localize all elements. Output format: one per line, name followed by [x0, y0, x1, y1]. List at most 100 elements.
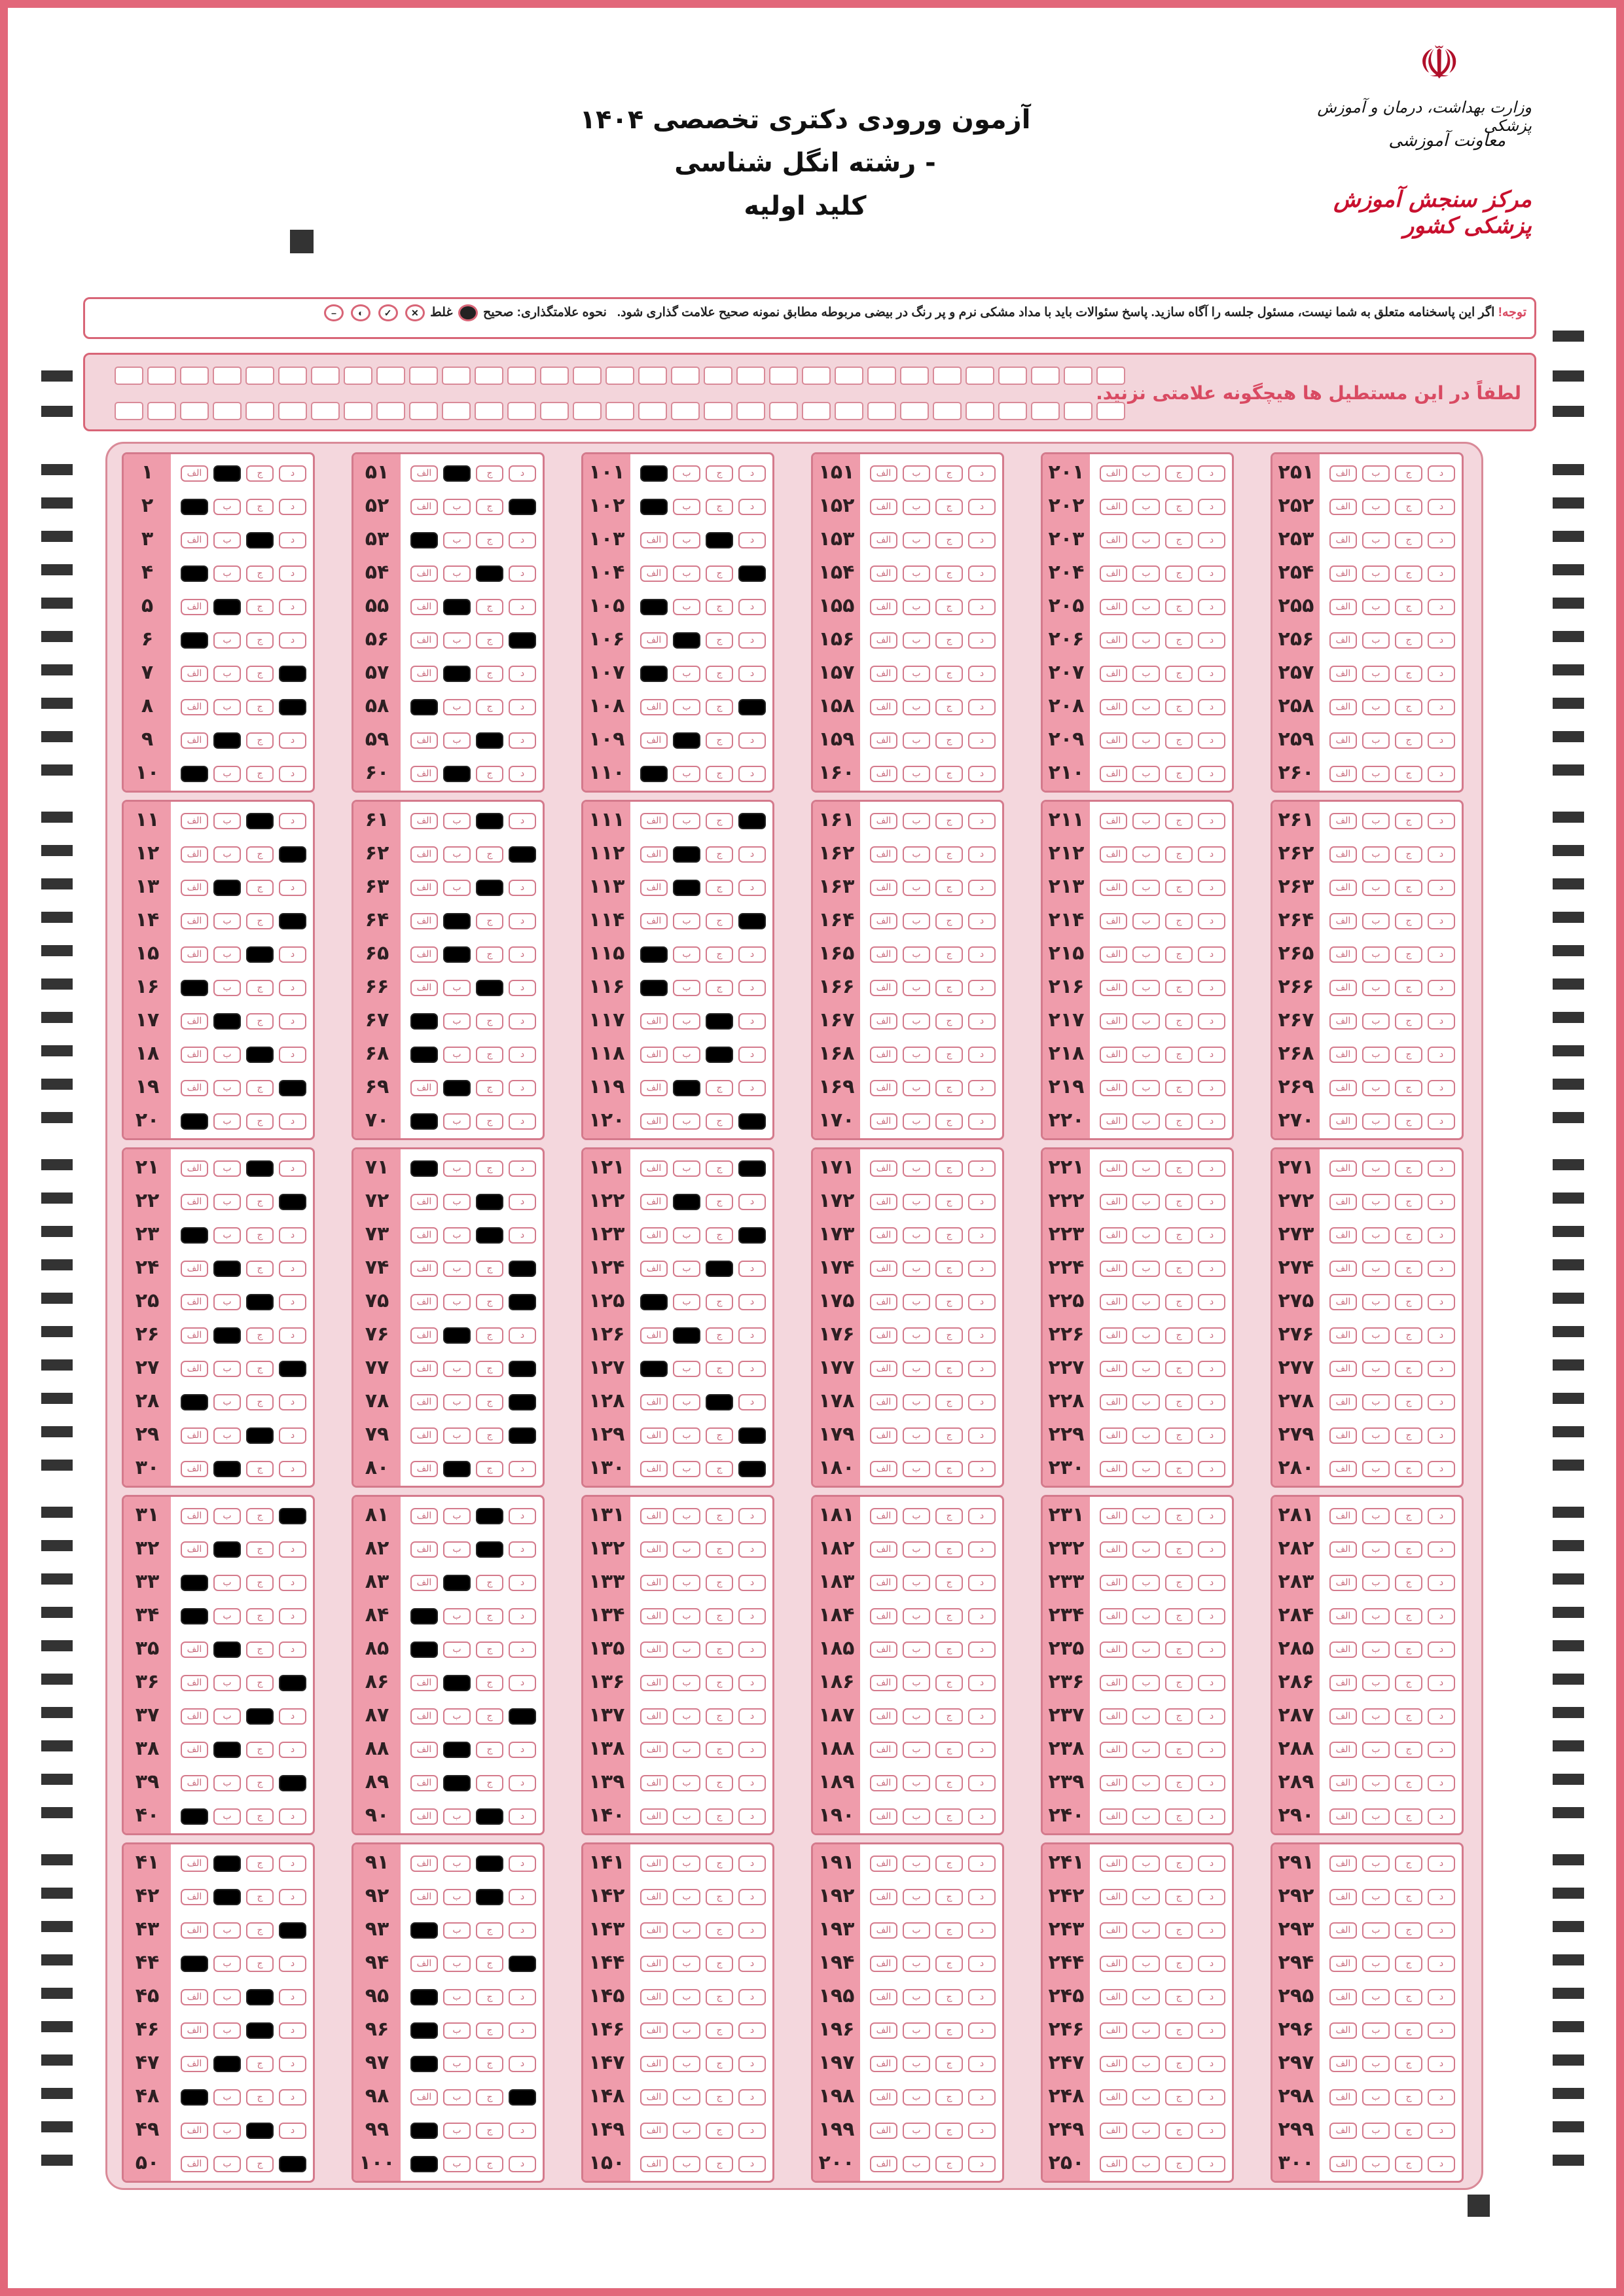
answer-bubble[interactable]: ب	[443, 1575, 471, 1591]
answer-bubble[interactable]: الف	[1100, 1608, 1127, 1624]
answer-bubble[interactable]: ب	[1362, 1856, 1390, 1872]
answer-bubble[interactable]: د	[738, 1808, 766, 1825]
answer-bubble[interactable]: د	[279, 1394, 306, 1410]
answer-bubble[interactable]: الف	[1329, 1361, 1357, 1377]
answer-bubble[interactable]: ج	[476, 1194, 503, 1210]
answer-bubble[interactable]: د	[509, 599, 536, 615]
answer-bubble[interactable]: الف	[1329, 632, 1357, 649]
answer-bubble[interactable]: ج	[1165, 1856, 1193, 1872]
answer-bubble[interactable]: ج	[476, 813, 503, 829]
answer-bubble[interactable]: الف	[1329, 565, 1357, 582]
answer-bubble[interactable]: ج	[935, 666, 963, 682]
answer-bubble[interactable]: ج	[706, 1427, 733, 1444]
answer-bubble[interactable]: الف	[870, 766, 897, 782]
answer-bubble[interactable]: ج	[706, 813, 733, 829]
answer-bubble[interactable]: د	[1428, 880, 1455, 896]
answer-bubble[interactable]: الف	[1329, 699, 1357, 715]
answer-bubble[interactable]: ب	[1362, 946, 1390, 963]
answer-bubble[interactable]: ب	[213, 1160, 241, 1177]
answer-bubble[interactable]: د	[968, 980, 996, 996]
answer-bubble[interactable]: ب	[1132, 1641, 1160, 1658]
answer-bubble[interactable]: ج	[246, 532, 274, 548]
answer-bubble[interactable]: د	[509, 499, 536, 515]
answer-bubble[interactable]: الف	[870, 732, 897, 749]
answer-bubble[interactable]: ج	[935, 565, 963, 582]
answer-bubble[interactable]: الف	[640, 732, 668, 749]
answer-bubble[interactable]: الف	[1100, 1047, 1127, 1063]
answer-bubble[interactable]: ج	[935, 1541, 963, 1558]
answer-bubble[interactable]: ج	[935, 1394, 963, 1410]
answer-bubble[interactable]: ب	[213, 1261, 241, 1277]
answer-bubble[interactable]: د	[1428, 1575, 1455, 1591]
answer-bubble[interactable]: د	[279, 1541, 306, 1558]
answer-bubble[interactable]: ج	[476, 465, 503, 482]
answer-bubble[interactable]: ج	[1395, 1361, 1422, 1377]
answer-bubble[interactable]: د	[1198, 1394, 1225, 1410]
answer-bubble[interactable]: الف	[181, 1508, 208, 1524]
answer-bubble[interactable]: ج	[246, 1742, 274, 1758]
answer-bubble[interactable]: ج	[476, 1708, 503, 1725]
answer-bubble[interactable]: ج	[1165, 813, 1193, 829]
answer-bubble[interactable]: ب	[1362, 1047, 1390, 1063]
answer-bubble[interactable]: ب	[673, 1013, 700, 1030]
answer-bubble[interactable]: د	[1428, 2156, 1455, 2172]
answer-bubble[interactable]: ج	[476, 599, 503, 615]
answer-bubble[interactable]: ج	[476, 2056, 503, 2072]
answer-bubble[interactable]: ج	[1395, 1989, 1422, 2005]
answer-bubble[interactable]: الف	[1100, 699, 1127, 715]
answer-bubble[interactable]: الف	[1329, 666, 1357, 682]
answer-bubble[interactable]: الف	[410, 699, 438, 715]
answer-bubble[interactable]: ج	[935, 1361, 963, 1377]
answer-bubble[interactable]: ب	[1132, 2089, 1160, 2106]
answer-bubble[interactable]: د	[1428, 599, 1455, 615]
answer-bubble[interactable]: ج	[1395, 980, 1422, 996]
answer-bubble[interactable]: الف	[410, 1708, 438, 1725]
answer-bubble[interactable]: د	[968, 913, 996, 929]
answer-bubble[interactable]: الف	[640, 846, 668, 863]
answer-bubble[interactable]: ب	[903, 1080, 930, 1096]
answer-bubble[interactable]: ج	[935, 1889, 963, 1905]
answer-bubble[interactable]: ب	[903, 1742, 930, 1758]
answer-bubble[interactable]: د	[1428, 1113, 1455, 1130]
answer-bubble[interactable]: الف	[870, 1160, 897, 1177]
answer-bubble[interactable]: د	[1428, 632, 1455, 649]
answer-bubble[interactable]: ب	[213, 1394, 241, 1410]
answer-bubble[interactable]: د	[509, 1575, 536, 1591]
answer-bubble[interactable]: ب	[673, 1361, 700, 1377]
answer-bubble[interactable]: ج	[1395, 1675, 1422, 1691]
answer-bubble[interactable]: ج	[476, 1956, 503, 1972]
answer-bubble[interactable]: ب	[1132, 1194, 1160, 1210]
answer-bubble[interactable]: ج	[1395, 1394, 1422, 1410]
answer-bubble[interactable]: ج	[246, 1775, 274, 1791]
answer-bubble[interactable]: الف	[870, 880, 897, 896]
answer-bubble[interactable]: ب	[213, 1775, 241, 1791]
answer-bubble[interactable]: د	[509, 1641, 536, 1658]
answer-bubble[interactable]: د	[738, 1675, 766, 1691]
answer-bubble[interactable]: ج	[706, 632, 733, 649]
answer-bubble[interactable]: الف	[410, 1775, 438, 1791]
answer-bubble[interactable]: الف	[1100, 1394, 1127, 1410]
answer-bubble[interactable]: ب	[903, 980, 930, 996]
answer-bubble[interactable]: ج	[1165, 913, 1193, 929]
answer-bubble[interactable]: ب	[1132, 2056, 1160, 2072]
answer-bubble[interactable]: د	[1198, 813, 1225, 829]
answer-bubble[interactable]: ج	[1395, 1013, 1422, 1030]
answer-bubble[interactable]: ج	[935, 1080, 963, 1096]
answer-bubble[interactable]: الف	[181, 766, 208, 782]
answer-bubble[interactable]: ج	[706, 1261, 733, 1277]
answer-bubble[interactable]: د	[738, 980, 766, 996]
answer-bubble[interactable]: د	[1198, 1775, 1225, 1791]
answer-bubble[interactable]: ج	[706, 1294, 733, 1310]
answer-bubble[interactable]: د	[509, 766, 536, 782]
answer-bubble[interactable]: الف	[1329, 2056, 1357, 2072]
answer-bubble[interactable]: الف	[1329, 1080, 1357, 1096]
answer-bubble[interactable]: الف	[1329, 1575, 1357, 1591]
answer-bubble[interactable]: الف	[1100, 499, 1127, 515]
answer-bubble[interactable]: د	[1428, 1194, 1455, 1210]
answer-bubble[interactable]: ب	[1132, 499, 1160, 515]
answer-bubble[interactable]: الف	[181, 2156, 208, 2172]
answer-bubble[interactable]: ج	[935, 2156, 963, 2172]
answer-bubble[interactable]: الف	[870, 1194, 897, 1210]
answer-bubble[interactable]: الف	[640, 532, 668, 548]
answer-bubble[interactable]: ب	[443, 2056, 471, 2072]
